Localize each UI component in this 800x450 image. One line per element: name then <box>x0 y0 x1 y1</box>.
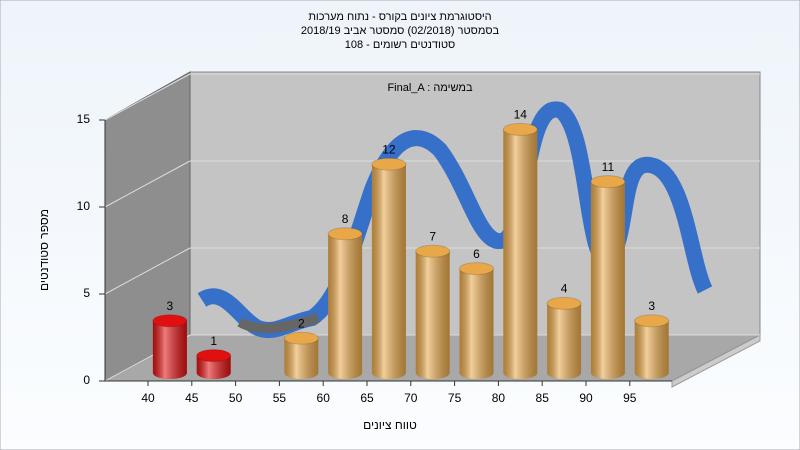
bar <box>634 314 670 379</box>
data-label: 8 <box>342 212 349 226</box>
bar-top <box>546 296 582 310</box>
x-tick-label: 45 <box>185 391 199 405</box>
data-label: 14 <box>514 108 528 122</box>
data-label: 3 <box>167 299 174 313</box>
x-tick-label: 65 <box>360 391 374 405</box>
bar-top <box>371 157 407 171</box>
data-label: 7 <box>429 229 436 243</box>
bar-shade <box>503 129 538 379</box>
grid-line <box>104 247 191 295</box>
title-line: היסטוגרמת ציונים בקורס - נתוח מערכות <box>308 11 491 23</box>
bar-top <box>415 244 451 258</box>
bar-shade <box>415 251 450 379</box>
x-tick-label: 40 <box>141 391 155 405</box>
x-tick-label: 70 <box>404 391 418 405</box>
bar-top <box>634 314 670 328</box>
x-tick-label: 50 <box>229 391 243 405</box>
bar <box>590 175 626 379</box>
bar <box>546 296 582 379</box>
y-axis-label: מספר סטודנטים <box>37 209 51 291</box>
data-label: 12 <box>382 142 396 156</box>
bar-shade <box>547 303 582 379</box>
bar-top <box>152 314 188 328</box>
annotation: Final_A : במשימה <box>387 82 473 94</box>
data-label: 6 <box>473 247 480 261</box>
x-tick-label: 55 <box>273 391 287 405</box>
bar <box>283 331 319 379</box>
data-label: 2 <box>298 316 305 330</box>
floor-edge <box>671 334 761 388</box>
y-tick-label: 5 <box>83 286 90 300</box>
y-tick-label: 10 <box>77 199 91 213</box>
bar <box>196 349 232 379</box>
x-tick-label: 80 <box>492 391 506 405</box>
bar-shade <box>152 320 187 379</box>
bar-shade <box>634 320 669 379</box>
bar-top <box>283 331 319 345</box>
x-tick-label: 75 <box>448 391 462 405</box>
x-tick-label: 95 <box>623 391 637 405</box>
bar <box>371 157 407 379</box>
x-tick-label: 90 <box>579 391 593 405</box>
x-axis-label: טווח ציונים <box>363 418 417 432</box>
data-label: 11 <box>602 160 615 174</box>
trend-ribbon-shadow <box>237 313 320 334</box>
title-line: סטודנטים רשומים - 108 <box>345 39 456 51</box>
x-tick-label: 85 <box>536 391 550 405</box>
bar <box>459 262 494 379</box>
bar-shade <box>459 268 494 379</box>
bar <box>415 244 451 379</box>
bar-top <box>459 262 494 276</box>
y-tick-label: 0 <box>83 373 90 387</box>
title-line: בסמסטר (02/2018) סמסטר אביב 2018/19 <box>301 25 500 37</box>
grid-line <box>104 160 191 208</box>
bar-shade <box>328 233 363 379</box>
bar-shade <box>590 181 625 379</box>
y-tick-label: 15 <box>77 112 91 126</box>
data-label: 3 <box>648 299 655 313</box>
x-tick-label: 60 <box>317 391 331 405</box>
bar-top <box>502 122 538 136</box>
bar-shade <box>371 164 406 379</box>
bar <box>502 122 538 379</box>
bar <box>152 314 188 379</box>
bar-top <box>590 175 626 189</box>
bar-top <box>327 227 363 241</box>
bar-top <box>196 349 232 363</box>
bar-shade <box>196 355 231 379</box>
grid-line <box>104 73 191 121</box>
bar-shade <box>284 338 319 379</box>
data-label: 1 <box>210 334 217 348</box>
data-label: 4 <box>561 282 568 296</box>
bar <box>327 227 363 379</box>
